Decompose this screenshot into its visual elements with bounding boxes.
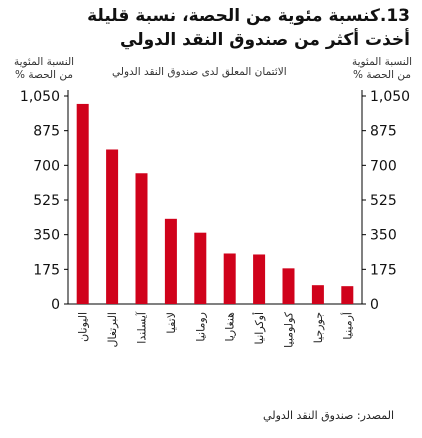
legend-label: الائتمان المعلق لدى صندوق النقد الدولي bbox=[112, 66, 287, 78]
left-y-tick-label: 525 bbox=[33, 193, 60, 209]
left-y-tick-label: 700 bbox=[33, 158, 60, 174]
bar bbox=[282, 268, 295, 304]
bar bbox=[135, 173, 148, 304]
right-y-tick-label: 525 bbox=[370, 193, 397, 209]
right-y-tick-label: 350 bbox=[370, 228, 397, 244]
x-tick-label: أرمينيا bbox=[340, 312, 354, 340]
left-y-tick-label: 1,050 bbox=[20, 89, 60, 105]
right-y-tick-label: 700 bbox=[370, 158, 397, 174]
bar bbox=[76, 103, 89, 304]
source-note: المصدر: صندوق النقد الدولي bbox=[263, 409, 394, 422]
bar bbox=[106, 149, 119, 304]
bar bbox=[311, 285, 324, 304]
x-tick-label: آيسلندا bbox=[135, 311, 149, 344]
bar bbox=[223, 253, 236, 304]
right-y-tick-label: 175 bbox=[370, 262, 397, 278]
left-y-tick-label: 0 bbox=[51, 297, 60, 313]
right-axis-unit-label: النسبة المئوية من الحصة % bbox=[351, 56, 413, 81]
x-tick-label: أوكرانيا bbox=[252, 312, 266, 344]
chart-title-line-2: أخذت أكثر من صندوق النقد الدولي bbox=[120, 30, 410, 50]
bar bbox=[253, 254, 266, 304]
right-y-tick-label: 875 bbox=[370, 124, 397, 140]
bar bbox=[164, 218, 177, 304]
x-tick-label: هنغاريا bbox=[224, 312, 237, 342]
chart-title-line-1: 13.كنسبة مئوية من الحصة، نسبة قليلة bbox=[87, 6, 410, 26]
x-tick-label: رومانيا bbox=[194, 312, 207, 342]
left-y-tick-label: 175 bbox=[33, 262, 60, 278]
right-y-tick-label: 1,050 bbox=[370, 89, 410, 105]
x-tick-label: كولومبيا bbox=[283, 311, 296, 348]
bar bbox=[194, 232, 207, 304]
x-tick-label: لاتفيا bbox=[165, 312, 178, 334]
left-y-tick-label: 875 bbox=[33, 124, 60, 140]
right-y-tick-label: 0 bbox=[370, 297, 379, 313]
left-y-tick-label: 350 bbox=[33, 228, 60, 244]
x-tick-label: البرتغال bbox=[106, 312, 119, 348]
x-tick-label: اليونان bbox=[77, 312, 90, 342]
x-tick-label: جورجيا bbox=[312, 312, 325, 343]
left-axis-unit-label: النسبة المئوية من الحصة % bbox=[13, 56, 75, 81]
bar bbox=[341, 286, 354, 304]
